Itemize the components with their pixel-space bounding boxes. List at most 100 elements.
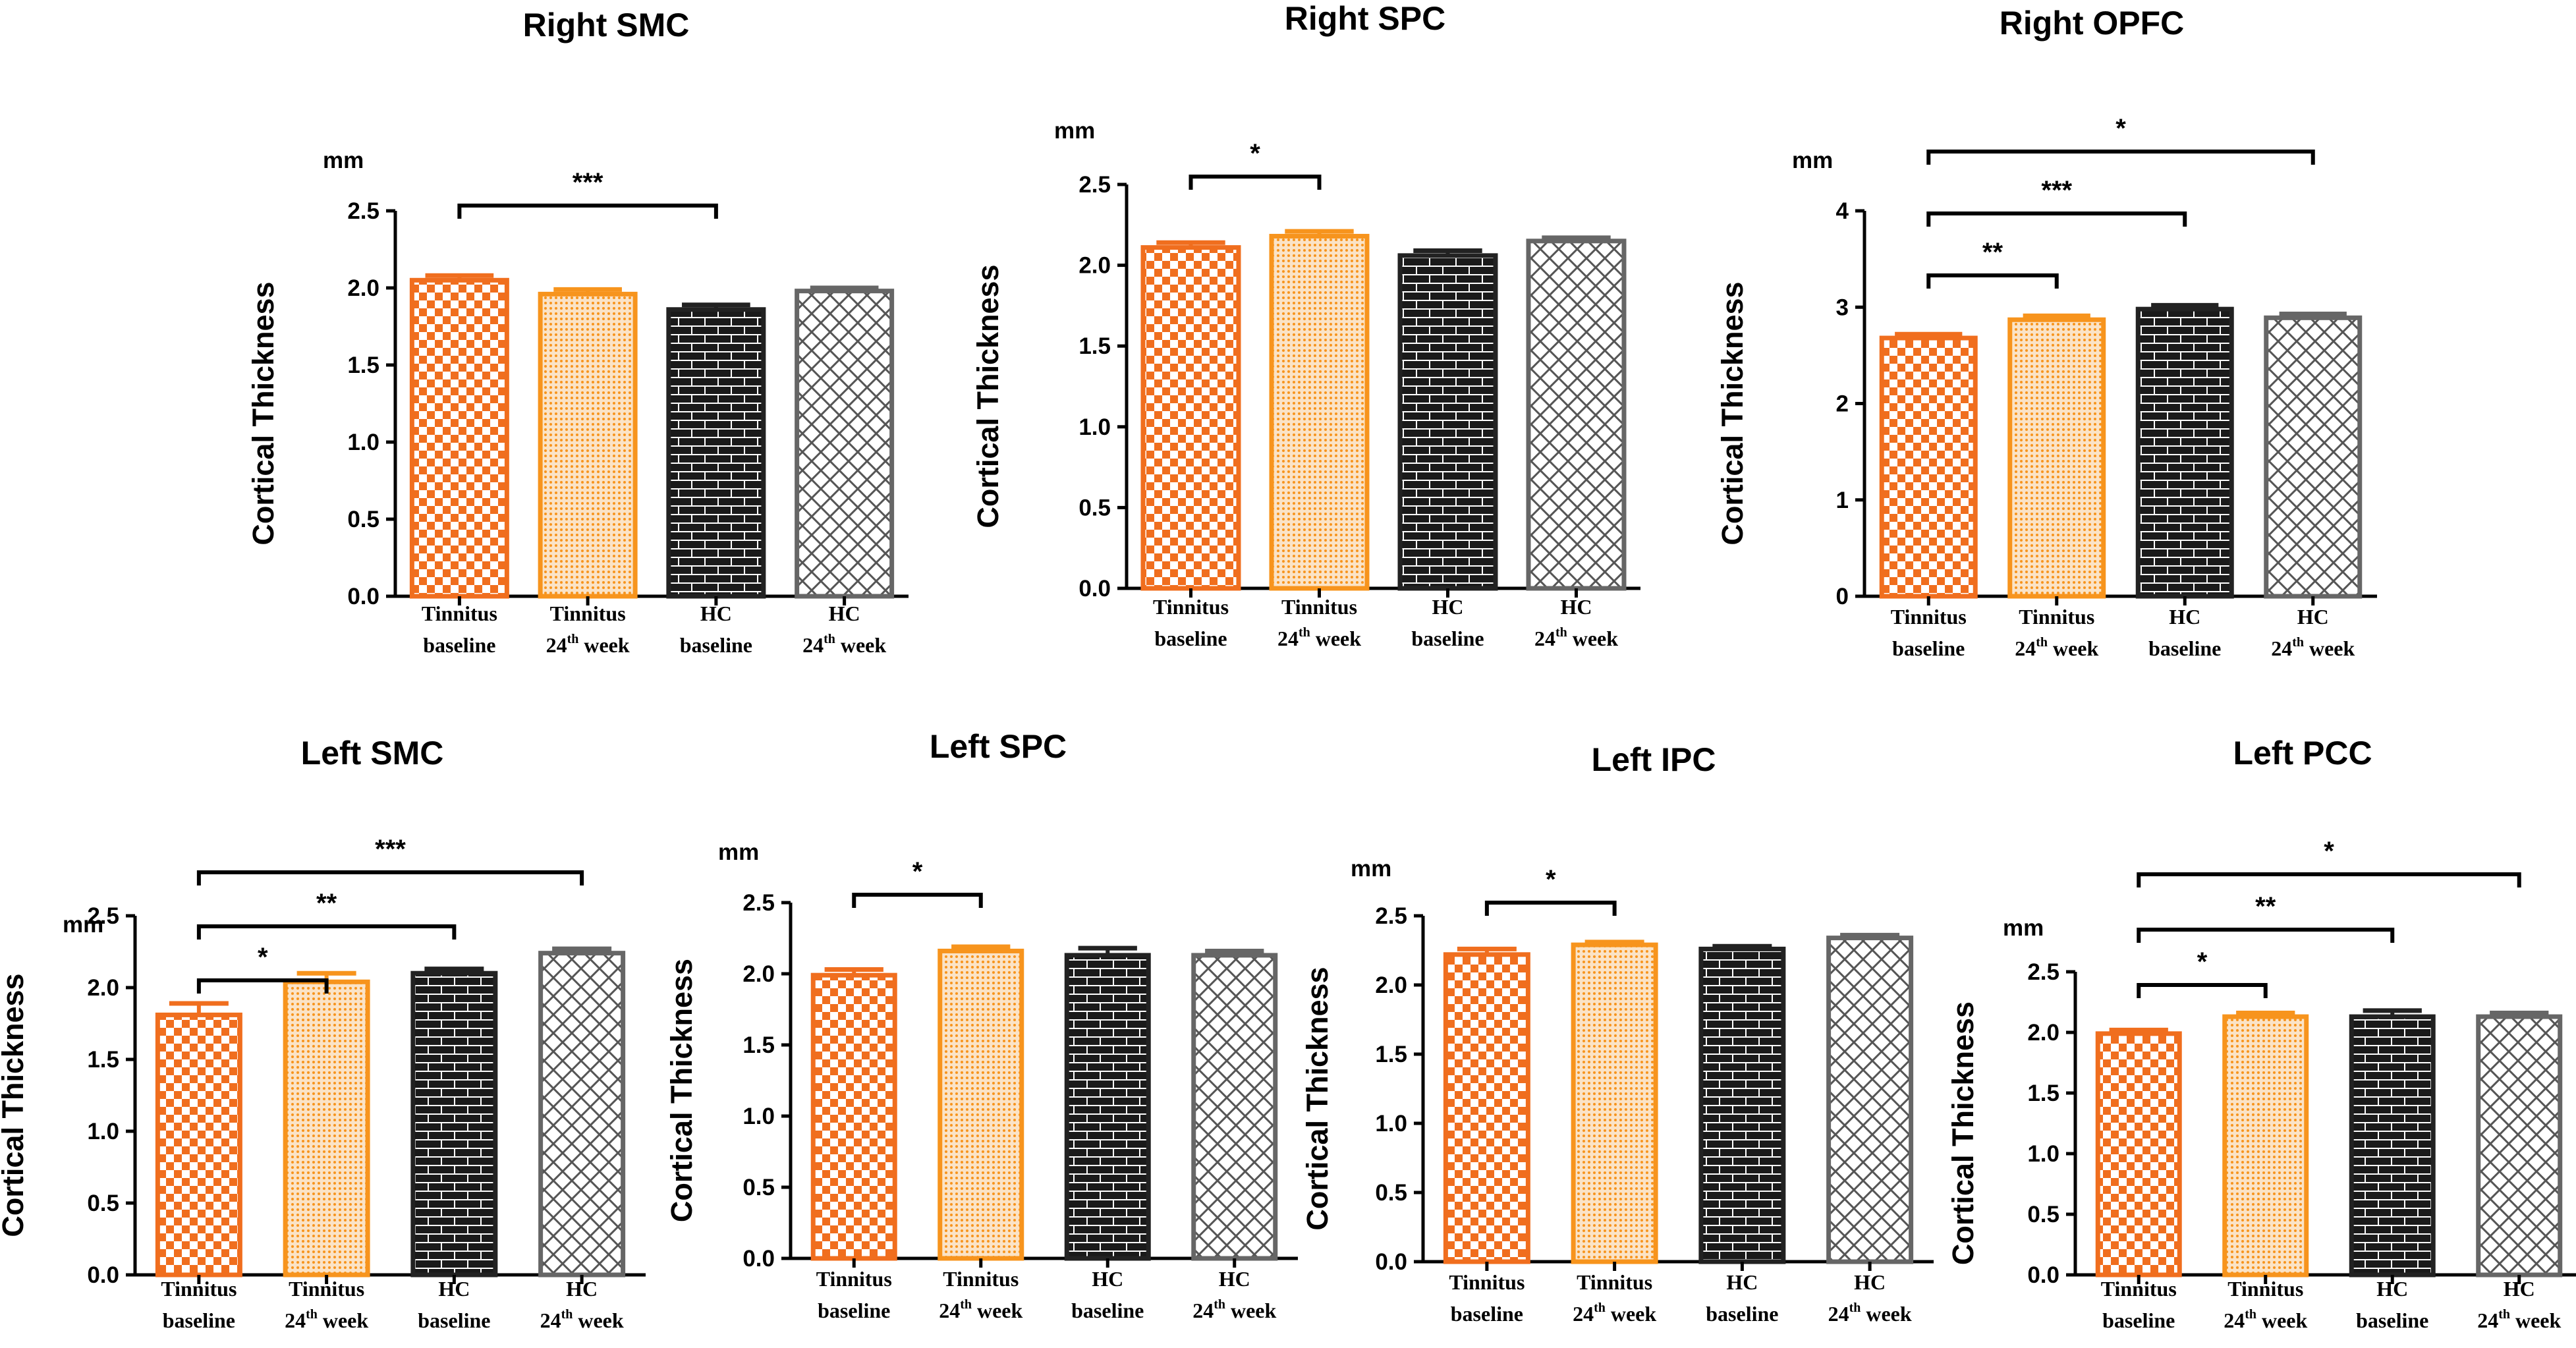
category-label-suffix: week [1225,1299,1277,1322]
bar-tin_24 [2007,317,2106,599]
significance-bracket: * [2137,947,2268,998]
category-label-prefix: baseline [1411,627,1484,650]
category-label-sup: th [561,1307,573,1322]
bar-hc_24 [1826,936,1914,1264]
bar-tin_24 [938,948,1024,1261]
category-label-prefix: 24 [540,1308,561,1332]
y-tick-label: 2.5 [742,890,775,916]
category-label-prefix: 24 [1828,1302,1849,1326]
category-label-prefix: 24 [802,633,824,657]
y-tick-label: 2.0 [742,961,775,987]
category-label-suffix: week [2304,636,2355,660]
chart-title: Right SPC [1285,0,1445,37]
y-axis-label: Cortical Thickness [971,264,1005,528]
unit-label: mm [1792,148,1833,173]
bar-tin_24 [1571,942,1658,1264]
category-label-line1: Tinnitus [2227,1277,2303,1301]
y-tick-label: 0.5 [1078,495,1111,520]
category-label-line2: baseline [2356,1308,2428,1332]
category-label-suffix: week [1861,1302,1912,1326]
category-label-prefix: baseline [1451,1302,1523,1326]
category-label-line1: Tinnitus [1153,595,1229,619]
significance-label: * [2324,837,2334,866]
category-label-suffix: week [2510,1308,2562,1332]
chart-panel-3: Right OPFC mm Cortical Thickness 0 1 2 3 4 Tinni… [1716,5,2377,660]
y-tick-label: 2.5 [1078,172,1111,198]
y-axis-label: Cortical Thickness [1946,1001,1980,1265]
y-tick-label: 1.5 [2027,1081,2059,1106]
category-label-line1: Tinnitus [422,602,497,625]
significance-label: *** [375,835,406,864]
category-label-line2: 24th week [2224,1307,2307,1332]
y-tick-label: 0.0 [1078,576,1111,602]
y-axis-label: Cortical Thickness [0,973,30,1237]
bracket-line [196,978,329,994]
y-tick-label: 1.0 [347,430,379,455]
y-tick-label: 0.0 [2027,1262,2059,1288]
category-label-prefix: baseline [163,1308,235,1332]
category-label-line1: HC [2297,605,2329,629]
category-label-prefix: 24 [2015,636,2036,660]
category-label-suffix: week [1606,1302,1657,1326]
significance-label: ** [316,889,337,918]
bar-hc_base [1698,946,1786,1264]
y-axis-label: Cortical Thickness [1716,281,1749,545]
category-label-line2: baseline [1892,636,1965,660]
bar-tin_base [409,277,509,599]
category-label-line1: HC [1432,595,1464,619]
category-label-line2: baseline [1451,1302,1523,1326]
significance-bracket: ** [2137,892,2395,943]
category-label-prefix: baseline [1706,1302,1778,1326]
bracket-line [2137,928,2395,943]
category-label-prefix: baseline [2102,1308,2175,1332]
y-tick-label: 1.0 [742,1104,775,1129]
category-label-sup: th [960,1297,972,1312]
significance-label: * [912,857,923,886]
category-label-line2: baseline [418,1308,490,1332]
unit-label: mm [1054,118,1095,144]
significance-bracket: * [1484,865,1617,916]
bracket-line [457,204,718,219]
bar-tin_24 [538,291,638,599]
category-label-suffix: week [318,1308,369,1332]
bar-hc_base [2349,1014,2436,1278]
category-label-suffix: week [578,633,630,657]
category-label-suffix: week [2048,636,2099,660]
significance-label: * [2115,114,2126,143]
category-label-line1: Tinnitus [550,602,626,625]
bracket-line [2137,983,2268,998]
significance-bracket: *** [196,835,584,885]
category-label-line2: baseline [2148,636,2221,660]
chart-title: Left SPC [930,728,1067,765]
y-tick-label: 1.0 [1078,414,1111,440]
bracket-line [1926,211,2187,227]
category-label-suffix: week [972,1299,1023,1322]
significance-label: * [1546,865,1556,894]
unit-label: mm [323,148,364,173]
category-label-line1: Tinnitus [943,1267,1019,1291]
y-tick-label: 1.5 [87,1047,119,1073]
category-label-line1: Tinnitus [1577,1270,1652,1294]
category-label-prefix: baseline [418,1308,490,1332]
category-label-sup: th [2498,1307,2510,1322]
y-tick-label: 0.5 [2027,1202,2059,1227]
chart-title: Right SMC [523,7,690,43]
bar-tin_base [2095,1031,2182,1278]
category-label-sup: th [2292,635,2304,650]
category-label-sup: th [1214,1297,1225,1312]
category-label-prefix: baseline [2356,1308,2428,1332]
significance-bracket: *** [457,168,718,219]
y-tick-label: 4 [1836,198,1849,224]
y-tick-label: 1 [1836,488,1849,513]
bar-hc_24 [538,951,626,1278]
category-label-prefix: baseline [1071,1299,1144,1322]
y-tick-label: 0.5 [347,507,379,532]
y-tick-label: 0.0 [347,584,379,609]
category-label-line2: 24th week [939,1297,1022,1322]
bar-hc_24 [2476,1014,2563,1278]
significance-label: ** [2255,892,2276,921]
bar-tin_24 [283,979,370,1278]
category-label-line1: Tinnitus [1281,595,1357,619]
y-tick-label: 0.0 [1375,1249,1407,1275]
category-label-prefix: 24 [546,633,567,657]
